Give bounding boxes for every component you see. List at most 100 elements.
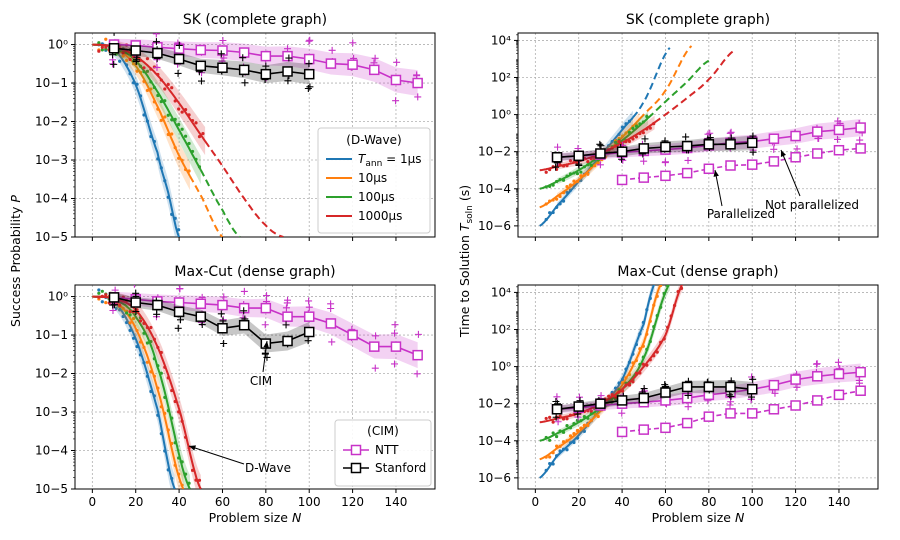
- dwave-point: [579, 170, 583, 174]
- legend-rest: = 1μs: [382, 152, 421, 166]
- dwave-point: [180, 110, 184, 114]
- dwave-point: [561, 178, 566, 182]
- ntt-plus: [856, 136, 864, 144]
- dwave-point: [142, 331, 146, 335]
- legend-sub: ann: [365, 159, 382, 169]
- ntt-parallel-marker: [681, 167, 693, 179]
- x-tick-label: 60: [658, 495, 673, 509]
- ntt-marker: [369, 341, 380, 352]
- ntt-marker: [369, 64, 380, 76]
- dwave-point: [125, 63, 129, 67]
- dwave-point: [180, 419, 184, 423]
- legend-label-stanford: Stanford: [375, 461, 426, 475]
- y-tick-label: 10²: [491, 71, 511, 85]
- dwave-point: [620, 389, 625, 393]
- dwave-point: [652, 122, 656, 126]
- dwave-point: [568, 159, 573, 163]
- stanford-plus: [176, 316, 184, 324]
- ntt-plus: [414, 93, 422, 101]
- stanford-plus: [174, 69, 182, 77]
- dwave-point: [180, 158, 184, 162]
- stanford-plus: [661, 381, 669, 389]
- stanford-plus: [727, 392, 735, 400]
- fit-dashed-t10: [189, 175, 224, 237]
- dwave-point: [624, 376, 628, 380]
- ntt-band: [557, 363, 861, 414]
- stanford-marker: [130, 45, 141, 56]
- dwave-point: [548, 199, 552, 203]
- dwave-point: [652, 324, 656, 329]
- dwave-point: [548, 415, 552, 419]
- ntt-plus: [328, 46, 336, 54]
- stanford-marker: [195, 311, 207, 322]
- dwave-point: [627, 383, 632, 387]
- ntt-marker: [195, 44, 207, 56]
- dwave-point: [159, 371, 163, 375]
- dwave-point: [184, 134, 188, 138]
- dwave-point: [589, 157, 593, 161]
- dwave-point: [104, 301, 108, 305]
- dwave-point: [152, 357, 156, 361]
- fit-band-t100: [109, 39, 201, 185]
- dwave-point: [159, 166, 163, 170]
- stanford-marker: [282, 335, 293, 347]
- panel-sk_p: 10−5 10−4 10−3 10−2 10−1 10⁰ SK (complete grap…: [35, 12, 436, 244]
- panel-mc_p: 0 20 40 60 80 100 120 140 10−5 10−4 10−3 10−2 10−1 10…: [35, 264, 436, 525]
- dwave-point: [631, 380, 635, 384]
- stanford-marker: [638, 143, 650, 154]
- stanford-marker: [108, 292, 120, 303]
- dwave-point: [645, 308, 649, 312]
- stanford-plus: [305, 60, 313, 68]
- legend-cim: (CIM) NTT Stanford: [334, 419, 432, 487]
- ntt-plus: [134, 33, 136, 34]
- ntt-marker: [812, 126, 823, 137]
- dwave-point: [125, 320, 129, 325]
- dwave-point: [156, 386, 160, 390]
- dwave-point: [565, 190, 569, 194]
- dwave-point: [163, 179, 167, 183]
- dwave-point: [624, 140, 628, 144]
- dwave-point: [149, 87, 153, 91]
- ntt-plus: [771, 389, 779, 397]
- x-tick-label: 20: [128, 495, 143, 509]
- ntt-parallel-marker: [638, 424, 650, 435]
- y-tick-label: 10⁰: [491, 360, 511, 374]
- dwave-point: [152, 139, 156, 144]
- dwave-point: [184, 435, 188, 439]
- dwave-point: [648, 358, 652, 362]
- annotation-parallelized: Parallelized: [707, 207, 775, 221]
- dwave-point: [648, 319, 652, 323]
- dwave-point: [634, 371, 639, 375]
- dwave-point: [100, 300, 104, 304]
- stanford-marker: [725, 139, 736, 150]
- stanford-marker: [595, 148, 606, 159]
- dwave-point: [159, 78, 163, 82]
- dwave-point: [561, 430, 566, 434]
- ntt-plus: [305, 37, 313, 45]
- stanford-line: [556, 142, 753, 159]
- ntt-plus: [618, 409, 626, 417]
- stanford-plus: [596, 140, 604, 148]
- dwave-point: [131, 336, 136, 340]
- left-y-label-var: P: [8, 195, 23, 203]
- ntt-marker: [303, 311, 315, 322]
- dwave-point: [620, 381, 625, 385]
- x-axis-label-var: N: [735, 510, 745, 525]
- legend-marker-stanford: [350, 462, 362, 474]
- dwave-point: [138, 70, 143, 75]
- dwave-point: [582, 414, 586, 419]
- dwave-point: [648, 296, 652, 301]
- ntt-plus: [349, 39, 357, 47]
- fit-dashed-t100: [647, 59, 710, 119]
- ntt-marker: [790, 130, 801, 142]
- dwave-point: [173, 117, 177, 121]
- ntt-plus: [596, 161, 604, 169]
- dwave-point: [190, 468, 195, 472]
- legend-label-t1000: 1000μs: [358, 209, 402, 223]
- dwave-point: [613, 395, 618, 399]
- dwave-point: [638, 131, 642, 136]
- y-tick-label: 10⁴: [491, 33, 511, 47]
- dwave-point: [177, 122, 181, 127]
- dwave-point: [568, 434, 573, 438]
- dwave-point: [145, 69, 150, 73]
